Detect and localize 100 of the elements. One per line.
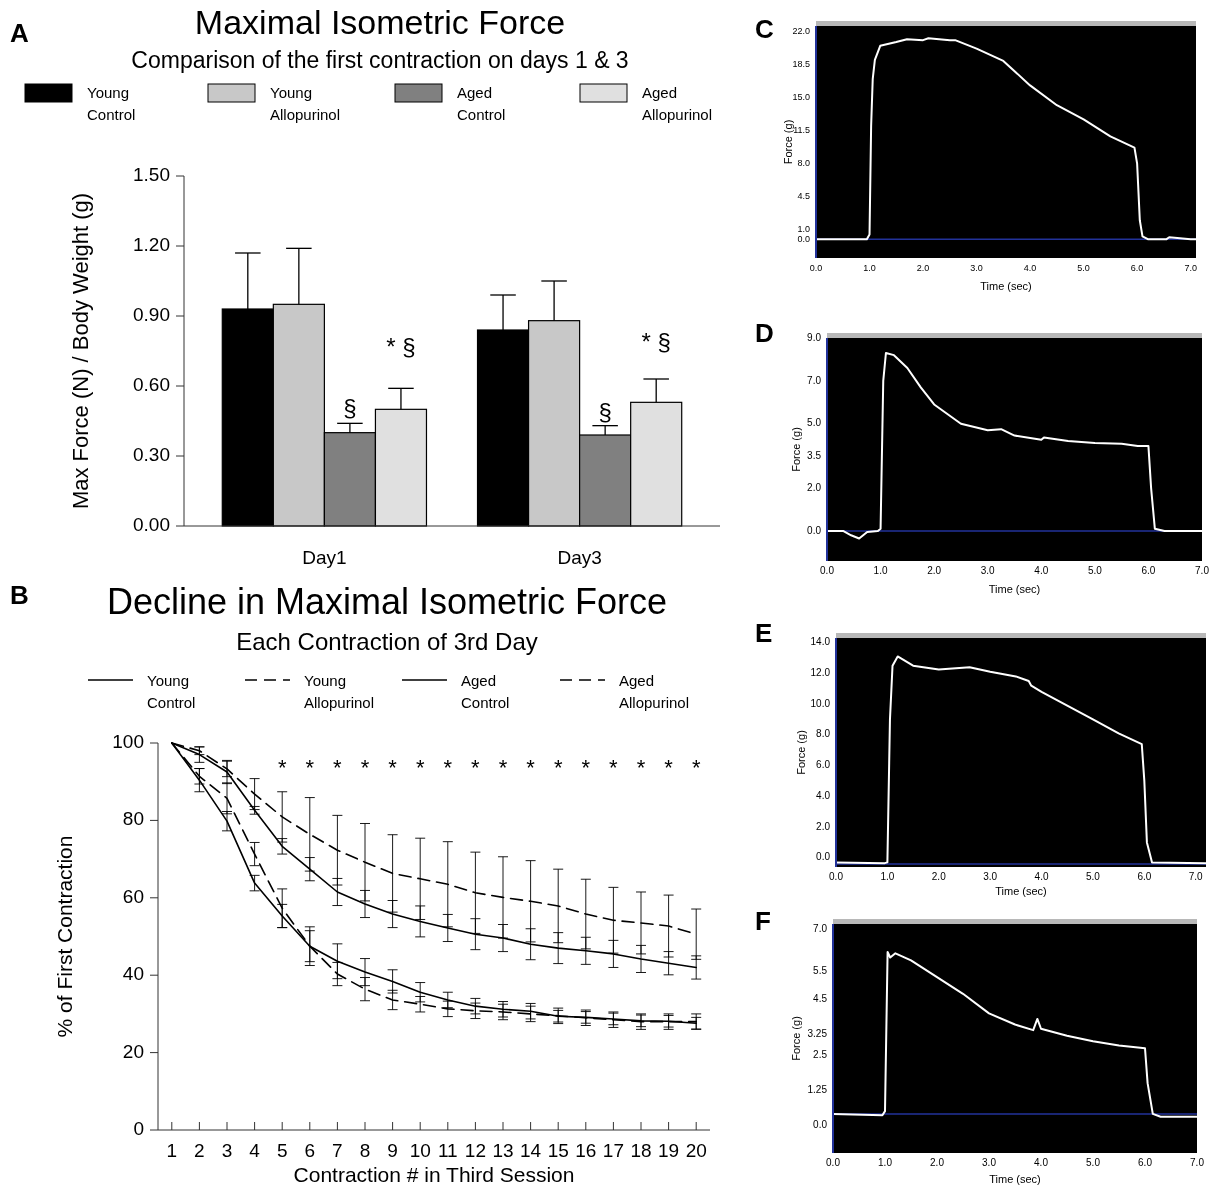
y-tick-label: 5.5 <box>813 965 828 977</box>
x-tick-label: 2.0 <box>927 565 942 576</box>
x-tick-label: 6.0 <box>1141 565 1156 576</box>
y-tick-label: 0.0 <box>816 851 831 863</box>
x-tick-label: 1.0 <box>863 263 876 273</box>
x-tick-label: 19 <box>658 1140 680 1161</box>
x-tick-label: 2 <box>194 1140 205 1161</box>
x-tick-label: 20 <box>685 1140 707 1161</box>
annotation: * <box>277 754 287 780</box>
x-tick-label: 2.0 <box>931 871 947 882</box>
x-axis-title: Time (sec) <box>995 885 1047 897</box>
y-tick-label: 0.90 <box>133 304 170 326</box>
text: F <box>755 906 771 936</box>
x-tick-label: 7.0 <box>1184 263 1197 273</box>
x-tick-label: 14 <box>520 1140 542 1161</box>
x-tick-label: 7 <box>332 1140 343 1161</box>
text: C <box>755 14 774 44</box>
y-axis-title: Force (g) <box>790 1016 802 1061</box>
legend-label: Aged Allopurinol <box>619 672 690 711</box>
annotation: * <box>305 754 315 780</box>
y-tick-label: 1.25 <box>807 1083 828 1095</box>
y-tick-label: 0.00 <box>133 514 170 536</box>
y-tick-label: 0.30 <box>133 444 170 466</box>
legend-label: Young Control <box>87 84 136 123</box>
chart-subtitle: Comparison of the first contraction on days 1 & 3 <box>131 47 629 73</box>
annotation: * <box>526 754 536 780</box>
chart-title: Maximal Isometric Force <box>194 3 566 41</box>
y-tick-label: 40 <box>122 963 144 985</box>
y-tick-label: 6.0 <box>816 759 831 771</box>
y-tick-label: 18.5 <box>792 59 810 70</box>
text: D <box>755 318 774 348</box>
y-axis-title: Force (g) <box>782 119 794 165</box>
legend-label: Aged Allopurinol <box>642 84 713 123</box>
x-tick-label: 1.0 <box>873 565 888 576</box>
y-tick-label: 10.0 <box>810 697 831 709</box>
x-tick-label: Day3 <box>557 547 602 568</box>
legend-label: Young Control <box>147 672 196 711</box>
annotation: * <box>691 754 701 780</box>
chart-subtitle: Each Contraction of 3rd Day <box>236 628 538 655</box>
annotation: * <box>664 754 674 780</box>
x-tick-label: 6.0 <box>1138 1157 1153 1168</box>
x-tick-label: 5.0 <box>1086 1157 1101 1168</box>
x-tick-label: 3.0 <box>980 565 996 576</box>
annotation: * <box>636 754 646 780</box>
x-tick-label: 5 <box>276 1140 288 1161</box>
annotation: * <box>415 754 425 780</box>
y-tick-label: 4.5 <box>813 993 828 1005</box>
y-tick-label: 2.0 <box>807 481 822 493</box>
y-tick-label: 15.0 <box>792 92 810 103</box>
legend-label: Young Allopurinol <box>304 672 375 711</box>
x-tick-label: 8 <box>359 1140 371 1161</box>
y-tick-label: 4.5 <box>797 191 810 202</box>
line-series <box>815 37 1197 241</box>
x-tick-label: 5.0 <box>1087 565 1103 576</box>
legend-label: Young Allopurinol <box>270 84 341 123</box>
x-tick-label: 1 <box>166 1140 178 1161</box>
chart-title: Decline in Maximal Isometric Force <box>106 581 668 622</box>
y-tick-label: 60 <box>122 885 144 907</box>
annotation: * <box>360 754 370 780</box>
x-axis-title: Time (sec) <box>980 280 1032 292</box>
y-tick-label: 0.0 <box>807 524 822 536</box>
y-tick-label: 5.0 <box>807 417 822 429</box>
y-tick-label: 14.0 <box>810 636 831 648</box>
x-tick-label: 5.0 <box>1077 263 1090 273</box>
y-axis-title: % of First Contraction <box>53 835 76 1038</box>
y-tick-label: 11.5 <box>793 125 810 136</box>
annotation: * <box>498 754 508 780</box>
annotation: * <box>471 754 481 780</box>
x-tick-label: 13 <box>492 1140 514 1161</box>
y-tick-label: 100 <box>112 731 144 753</box>
x-axis-title: Contraction # in Third Session <box>293 1163 575 1186</box>
legend-label: Aged Control <box>457 84 506 123</box>
annotation: * <box>553 754 563 780</box>
x-tick-label: 4 <box>249 1140 261 1161</box>
x-tick-label: 3 <box>221 1140 233 1161</box>
y-tick-label: 2.0 <box>816 820 831 832</box>
y-tick-label: 2.5 <box>813 1048 828 1060</box>
text: B <box>10 580 29 610</box>
y-tick-label: 7.0 <box>807 374 822 386</box>
x-tick-label: 4.0 <box>1023 263 1037 273</box>
y-tick-label: 1.50 <box>133 164 170 186</box>
x-tick-label: 18 <box>630 1140 652 1161</box>
x-tick-label: 4.0 <box>1034 565 1049 576</box>
x-tick-label: 3.0 <box>982 1157 997 1168</box>
y-tick-label: 7.0 <box>813 923 828 935</box>
y-tick-label: 1.20 <box>133 234 170 256</box>
y-tick-label: 20 <box>122 1040 144 1062</box>
x-tick-label: 16 <box>575 1140 597 1161</box>
annotation: * <box>388 754 398 780</box>
y-tick-label: 0.0 <box>797 233 810 244</box>
x-tick-label: 5.0 <box>1085 871 1101 882</box>
annotation: * <box>581 754 591 780</box>
y-tick-label: 0.0 <box>813 1118 828 1130</box>
x-tick-label: 11 <box>437 1140 458 1161</box>
annotation: * <box>333 754 343 780</box>
x-tick-label: 4.0 <box>1034 871 1049 882</box>
x-tick-label: 2.0 <box>930 1157 945 1168</box>
annotation: § <box>598 398 612 426</box>
x-tick-label: 0.0 <box>826 1157 841 1168</box>
annotation: * § <box>386 333 416 361</box>
